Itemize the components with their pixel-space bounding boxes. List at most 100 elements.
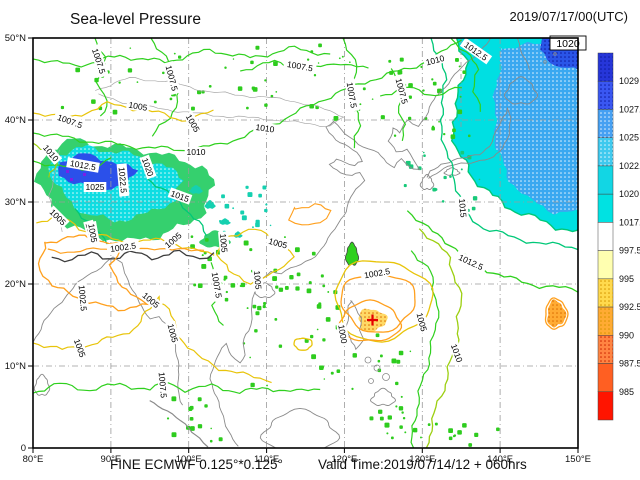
- contour-se-patch: [544, 297, 569, 330]
- x-axis-tick-label: 80°E: [23, 454, 44, 465]
- terrain-speck: [341, 55, 344, 58]
- colorbar-tick-label: 1020: [619, 189, 639, 199]
- terrain-speck: [402, 417, 406, 420]
- contour-label-bg: [265, 235, 291, 251]
- contour-label: 1005: [165, 320, 181, 346]
- contour-1015: [430, 38, 578, 251]
- run-datetime: 2019/07/17/00(UTC): [509, 9, 628, 24]
- contour-label-bg: [66, 157, 100, 173]
- terrain-speck: [352, 353, 357, 358]
- terrain-speck: [412, 427, 418, 433]
- terrain-speck: [289, 275, 294, 280]
- terrain-speck: [449, 175, 452, 178]
- terrain-speck: [232, 58, 235, 60]
- terrain-speck: [223, 278, 226, 281]
- terrain-speck: [448, 436, 453, 441]
- contour-label-bg: [139, 154, 157, 180]
- terrain-speck: [452, 128, 456, 133]
- contour-label-bg: [39, 141, 63, 165]
- terrain-speck: [171, 432, 177, 438]
- terrain-speck: [431, 126, 435, 131]
- terrain-speck: [112, 109, 118, 115]
- colorbar-segment: [597, 391, 614, 421]
- terrain-speck: [218, 437, 223, 442]
- terrain-speck: [275, 91, 278, 93]
- coastline-honshu: [426, 106, 512, 179]
- contour-1007p5: [410, 250, 440, 448]
- contour-label-text: 1010: [255, 122, 275, 135]
- terrain-speck: [460, 150, 465, 155]
- contour-label-bg: [53, 110, 87, 132]
- terrain-speck: [459, 95, 462, 98]
- contour-1015: [147, 178, 208, 237]
- fill-tibet-purple-speck: [70, 178, 73, 181]
- boxed-max-label: 1020: [549, 35, 587, 51]
- terrain-speck: [380, 115, 385, 120]
- contour-label-text: 1010: [425, 53, 446, 68]
- colorbar-tick-label: 1029: [619, 76, 639, 86]
- contour-label-bg: [184, 147, 208, 157]
- terrain-speck: [316, 328, 319, 331]
- terrain-speck: [166, 417, 170, 420]
- terrain-speck: [162, 71, 165, 75]
- contour-label-bg: [76, 281, 90, 315]
- contour-label: 1002.5: [360, 265, 394, 281]
- terrain-speck: [427, 423, 431, 426]
- terrain-speck: [270, 94, 274, 98]
- valid-time: Valid Time:2019/07/14/12 + 060hrs: [318, 457, 527, 472]
- terrain-speck: [240, 210, 245, 215]
- terrain-speck: [171, 396, 177, 402]
- contour-1005-typhoon: [334, 260, 434, 343]
- contour-label-bg: [116, 163, 130, 197]
- contour-label-bg: [283, 58, 317, 74]
- terrain-speck: [369, 416, 374, 421]
- terrain-speck: [178, 55, 182, 59]
- terrain-speck: [201, 263, 207, 269]
- terrain-speck: [241, 215, 247, 221]
- terrain-speck: [420, 65, 423, 69]
- terrain-speck: [457, 109, 463, 115]
- colorbar-tick-label: 990: [619, 330, 634, 340]
- contour-1005: [216, 228, 295, 285]
- contour-label-text: 1005: [128, 100, 149, 113]
- map-axes: 1020 80°E 90°E 100°E 110°E 120°E 130°E 140°E 150…: [5, 33, 591, 465]
- terrain-speck: [396, 359, 401, 364]
- terrain-speck: [390, 436, 394, 440]
- colorbar-tick-label: 987.5: [619, 359, 640, 369]
- contour-label: 1005: [218, 231, 230, 255]
- x-axis-tick-label: 110°E: [254, 454, 279, 465]
- terrain-speck: [189, 416, 194, 421]
- fill-tibet-purple-speck: [66, 170, 69, 173]
- terrain-speck: [462, 423, 467, 428]
- y-axis-tick-label: 20°N: [5, 279, 26, 290]
- contour-label-text: 1010: [187, 147, 206, 157]
- fill-se-patch-dots: [547, 299, 567, 328]
- terrain-speck: [273, 61, 278, 66]
- terrain-speck: [208, 84, 212, 88]
- terrain-speck: [448, 428, 453, 434]
- terrain-speck: [386, 432, 389, 435]
- terrain-speck: [472, 196, 478, 201]
- fill-tibet-east-speck: [189, 185, 203, 194]
- terrain-speck: [408, 83, 413, 88]
- boxed-max-label-frame: [549, 35, 587, 51]
- terrain-speck: [189, 405, 194, 410]
- contour-label: 1007.5: [156, 368, 170, 402]
- contour-label: 1005: [252, 268, 264, 292]
- terrain-speck: [400, 395, 403, 398]
- contour-1010: [418, 228, 463, 448]
- colorbar-segment: [597, 193, 614, 223]
- y-axis-tick-label: 30°N: [5, 197, 26, 208]
- island-visayas: [382, 373, 390, 381]
- contour-label-text: 1005: [166, 323, 181, 344]
- terrain-speck: [371, 98, 374, 100]
- contour-label-bg: [457, 196, 469, 220]
- terrain-speck: [468, 443, 473, 447]
- terrain-speck: [153, 100, 157, 104]
- contour-label-text: 1022.5: [117, 167, 129, 194]
- terrain-speck: [401, 411, 404, 414]
- terrain-speck: [460, 168, 463, 171]
- colorbar-tick-label: 995: [619, 274, 634, 284]
- terrain-speck: [423, 154, 426, 158]
